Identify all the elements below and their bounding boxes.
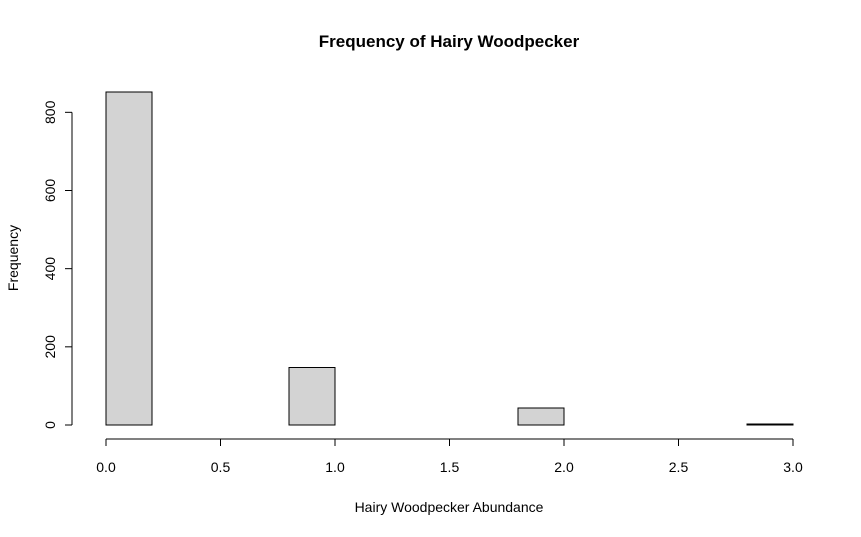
y-tick-label-2: 400: [42, 257, 58, 281]
x-tick-label-0: 0.0: [96, 459, 116, 475]
y-tick-label-3: 600: [42, 179, 58, 203]
x-axis-label: Hairy Woodpecker Abundance: [355, 499, 544, 515]
histogram-bar-4: [288, 367, 336, 426]
y-axis-label: Frequency: [5, 225, 21, 291]
x-tick-label-2: 1.0: [325, 459, 345, 475]
histogram-bar-0: [105, 91, 153, 426]
y-tick-label-1: 200: [42, 335, 58, 359]
bars-group: [105, 91, 794, 426]
x-tick-label-3: 1.5: [440, 459, 460, 475]
y-axis: 0 200 400 600 800: [42, 100, 73, 429]
x-tick-label-6: 3.0: [783, 459, 803, 475]
x-tick-label-5: 2.5: [669, 459, 689, 475]
x-tick-label-1: 0.5: [211, 459, 231, 475]
y-tick-label-4: 800: [42, 100, 58, 124]
x-axis: 0.0 0.5 1.0 1.5 2.0 2.5 3.0: [96, 438, 803, 475]
x-tick-label-4: 2.0: [554, 459, 574, 475]
histogram-bar-14: [746, 423, 794, 426]
chart-title: Frequency of Hairy Woodpecker: [319, 32, 580, 51]
y-tick-label-0: 0: [42, 421, 58, 429]
histogram-bar-9: [517, 407, 565, 426]
